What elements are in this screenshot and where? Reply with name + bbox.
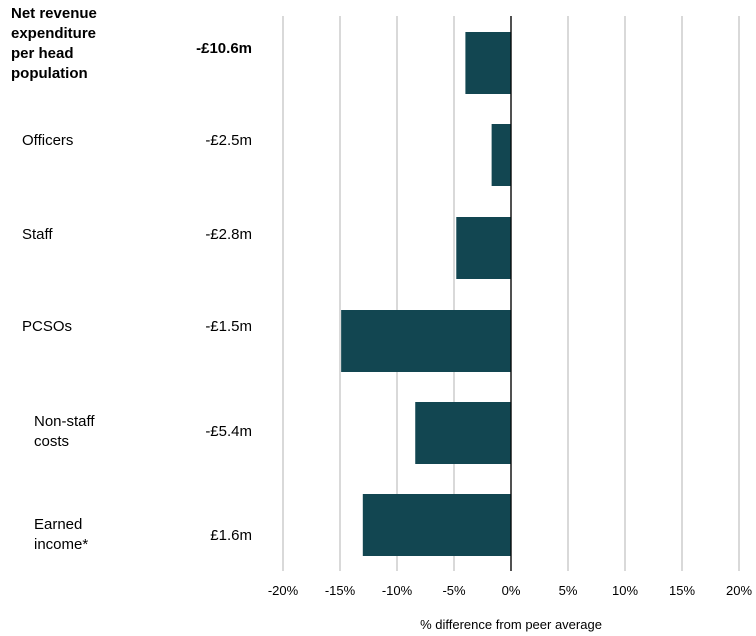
x-tick-label: 0%	[501, 583, 521, 598]
x-tick-label: -15%	[324, 583, 356, 598]
x-tick-label: -20%	[267, 583, 299, 598]
row-label-officers: Officers	[22, 132, 74, 149]
x-axis-label: % difference from peer average	[420, 617, 602, 632]
x-tick-label: 20%	[725, 583, 753, 598]
x-tick-label: -5%	[442, 583, 466, 598]
row-label-earned-income: Earned income*	[34, 516, 89, 553]
row-value-net-revenue: -£10.6m	[196, 40, 252, 57]
row-label-staff: Staff	[22, 226, 53, 243]
x-tick-label: -10%	[381, 583, 413, 598]
x-tick-label: 15%	[668, 583, 696, 598]
bar	[456, 217, 511, 279]
x-tick-label: 5%	[558, 583, 578, 598]
bar	[341, 310, 511, 372]
row-label-net-revenue: Net revenue expenditure per head populat…	[11, 5, 97, 82]
x-tick-label: 10%	[611, 583, 639, 598]
row-value-officers: -£2.5m	[205, 132, 252, 149]
row-value-pcsos: -£1.5m	[205, 318, 252, 335]
row-value-non-staff-costs: -£5.4m	[205, 423, 252, 440]
row-value-staff: -£2.8m	[205, 226, 252, 243]
bar	[415, 402, 511, 464]
row-label-non-staff-costs: Non-staff costs	[34, 413, 95, 450]
bar	[362, 494, 511, 556]
row-value-earned-income: £1.6m	[210, 527, 252, 544]
row-label-pcsos: PCSOs	[22, 318, 73, 335]
bar	[491, 124, 511, 186]
bar	[465, 32, 511, 94]
